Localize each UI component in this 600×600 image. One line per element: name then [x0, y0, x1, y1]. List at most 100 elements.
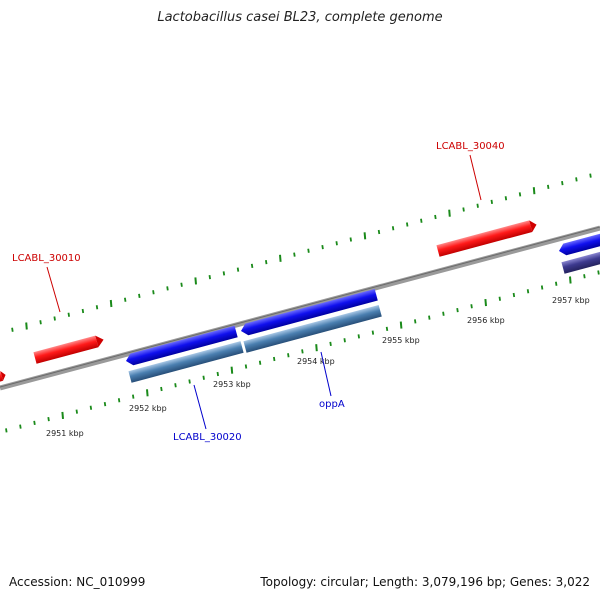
major-tick	[484, 299, 487, 307]
minor-tick	[152, 290, 155, 295]
minor-tick	[53, 316, 56, 321]
forward-genes[interactable]	[0, 219, 538, 383]
reverse-genes[interactable]	[124, 229, 600, 367]
minor-tick	[132, 394, 135, 399]
minor-tick	[75, 409, 78, 414]
minor-tick	[47, 416, 50, 422]
minor-tick	[258, 360, 262, 365]
tick-label-2953: 2953 kbp	[213, 380, 251, 389]
minor-tick	[575, 177, 578, 182]
minor-tick	[357, 334, 360, 339]
minor-tick	[462, 207, 465, 212]
major-tick	[61, 411, 64, 419]
minor-tick	[456, 307, 459, 313]
minor-tick	[561, 180, 564, 186]
minor-tick	[188, 379, 191, 384]
minor-tick	[216, 371, 219, 377]
minor-tick	[208, 274, 211, 280]
minor-tick	[103, 401, 107, 407]
gene-label-lcabl-30020[interactable]: LCABL_30020	[173, 432, 242, 443]
minor-tick	[301, 349, 304, 354]
minor-tick	[236, 267, 240, 272]
major-tick	[230, 366, 234, 374]
minor-tick	[583, 274, 586, 279]
minor-tick	[490, 199, 493, 205]
major-tick	[448, 209, 451, 217]
major-tick	[399, 321, 403, 329]
gene-lcabl-30010-arrow[interactable]	[33, 334, 105, 364]
minor-tick	[250, 263, 254, 269]
minor-tick	[124, 297, 127, 302]
major-tick	[315, 344, 318, 352]
minor-tick	[428, 315, 431, 320]
minor-tick	[343, 338, 346, 343]
minor-tick	[117, 398, 121, 403]
minor-tick	[307, 248, 310, 253]
gene-label-lcabl-30010[interactable]: LCABL_30010	[12, 253, 81, 264]
gene-labels: LCABL_30010 LCABL_30040 LCABL_30020 oppA	[12, 141, 505, 443]
major-tick	[25, 322, 28, 330]
cds-right-edge[interactable]	[561, 246, 600, 274]
minor-tick	[420, 218, 423, 223]
minor-tick	[287, 353, 290, 358]
gene-lcabl-30030-arrow[interactable]	[0, 370, 7, 383]
minor-tick	[202, 375, 205, 380]
gene-lcabl-30020-arrow[interactable]	[124, 325, 238, 367]
tick-label-2951: 2951 kbp	[46, 429, 84, 438]
minor-tick	[442, 311, 445, 316]
minor-tick	[498, 296, 501, 301]
minor-tick	[174, 383, 177, 388]
tick-label-2954: 2954 kbp	[297, 357, 335, 366]
minor-tick	[273, 356, 276, 362]
tick-label-2952: 2952 kbp	[129, 404, 167, 413]
minor-tick	[526, 289, 530, 294]
minor-tick	[371, 330, 375, 335]
tick-label-2956: 2956 kbp	[467, 316, 505, 325]
tick-label-2957: 2957 kbp	[552, 296, 590, 305]
major-tick	[146, 389, 149, 397]
minor-tick	[11, 327, 14, 332]
minor-tick	[89, 405, 93, 410]
minor-tick	[476, 203, 479, 208]
tick-label-2955: 2955 kbp	[382, 336, 420, 345]
major-tick	[194, 277, 197, 285]
minor-tick	[540, 285, 544, 290]
major-tick	[363, 232, 367, 240]
minor-tick	[377, 229, 381, 235]
cds-oppa[interactable]	[243, 304, 382, 353]
genome-backbone	[0, 225, 600, 391]
label-leaders	[46, 154, 482, 430]
minor-tick	[434, 214, 437, 220]
minor-tick	[95, 305, 99, 310]
minor-tick	[160, 386, 163, 392]
tick-labels: 2951 kbp 2952 kbp 2953 kbp 2954 kbp 2955…	[46, 296, 590, 438]
major-tick	[279, 254, 282, 262]
minor-tick	[597, 270, 600, 275]
map-title: Lactobacillus casei BL23, complete genom…	[157, 10, 443, 25]
major-tick	[532, 187, 536, 195]
gene-right-edge-arrow[interactable]	[557, 229, 600, 257]
minor-tick	[222, 271, 226, 276]
gene-label-lcabl-30040[interactable]: LCABL_30040	[436, 141, 505, 152]
minor-tick	[406, 222, 409, 227]
minor-tick	[19, 424, 22, 429]
minor-tick	[81, 308, 85, 314]
cds-lcabl-30020[interactable]	[128, 341, 244, 383]
tick-marks	[5, 173, 600, 433]
minor-tick	[385, 326, 389, 332]
minor-tick	[391, 226, 395, 231]
gene-label-oppa[interactable]: oppA	[319, 399, 345, 410]
accession-text: Accession: NC_010999	[9, 575, 146, 589]
gene-oppa-arrow[interactable]	[239, 288, 378, 337]
minor-tick	[39, 320, 42, 325]
minor-tick	[504, 196, 508, 201]
genome-summary-text: Topology: circular; Length: 3,079,196 bp…	[260, 575, 590, 589]
minor-tick	[321, 244, 324, 250]
minor-tick	[470, 304, 473, 309]
cds-features[interactable]	[128, 246, 600, 383]
minor-tick	[512, 292, 516, 298]
minor-tick	[138, 293, 141, 299]
minor-tick	[265, 259, 268, 265]
gene-lcabl-30040-arrow[interactable]	[436, 219, 538, 257]
